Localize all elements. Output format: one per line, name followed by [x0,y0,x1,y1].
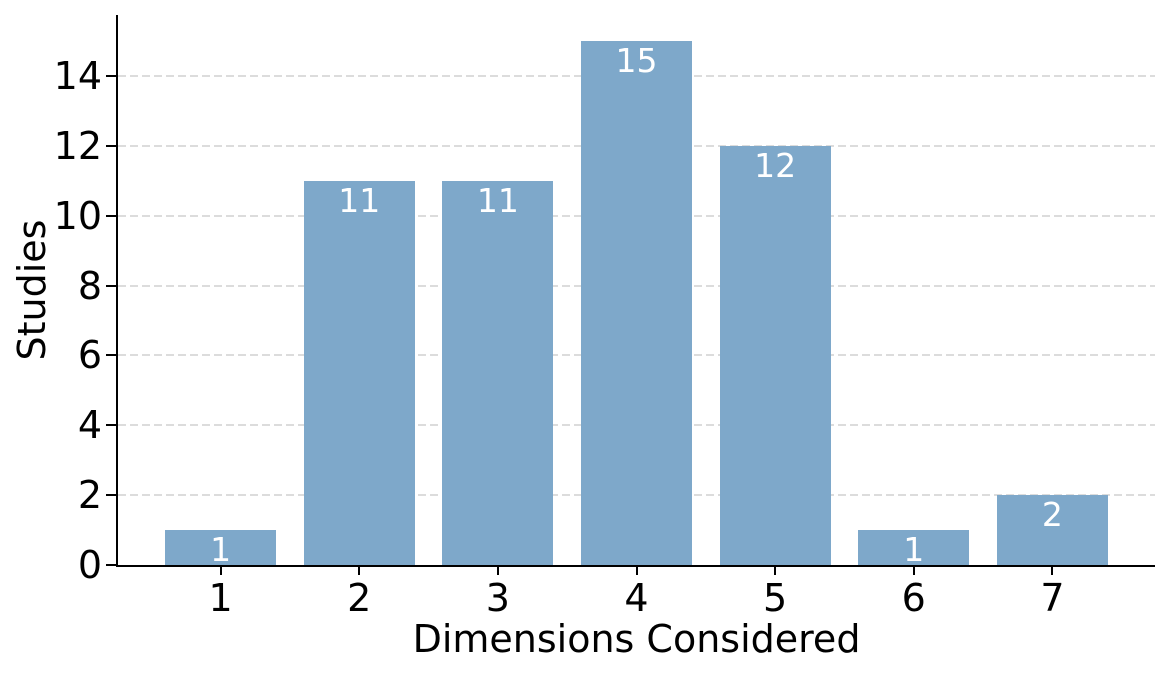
bar: 1 [165,530,277,570]
x-tick-label: 3 [485,576,510,620]
y-axis-spine [116,15,118,567]
x-tick-mark [774,565,777,575]
bar: 1 [858,530,970,570]
y-tick-label: 4 [77,403,102,448]
bar-value-label: 12 [754,145,797,185]
plot-area: 0 2 4 6 8 10 12 14 1 1 11 2 11 3 15 4 12 5 1 6 2 7 [54,15,1155,617]
y-tick-label: 0 [77,543,102,587]
x-tick-label: 6 [901,576,926,620]
y-tick-label: 14 [53,54,102,99]
x-tick-label: 5 [763,576,788,620]
bar-value-label: 11 [338,180,381,220]
y-tick-label: 12 [53,123,102,168]
x-tick-mark [496,565,499,575]
x-tick-mark [635,565,638,575]
bar-value-label: 1 [903,530,925,570]
y-tick-mark [106,284,116,287]
x-tick-label: 1 [208,576,233,620]
x-tick-mark [219,565,222,575]
y-tick-label: 10 [53,193,102,238]
bar: 15 [581,41,692,565]
bar-value-label: 11 [476,180,519,220]
y-tick-label: 8 [77,263,102,308]
x-tick-mark [1051,565,1054,575]
y-tick-mark [106,494,116,497]
bar: 11 [303,180,415,565]
bar-value-label: 15 [615,41,658,81]
y-tick-label: 6 [77,333,102,378]
bar: 2 [996,495,1108,565]
x-tick-label: 2 [347,576,372,620]
y-tick-mark [106,214,116,217]
x-axis-label: Dimensions Considered [412,617,861,661]
x-tick-mark [358,565,361,575]
x-tick-mark [912,565,915,575]
y-axis-label: Studies [10,219,54,361]
bar: 12 [719,145,831,565]
x-tick-label: 7 [1040,576,1065,620]
y-tick-mark [106,75,116,78]
y-tick-mark [106,144,116,147]
y-tick-mark [106,424,116,427]
y-tick-mark [106,564,116,566]
y-tick-mark [106,354,116,357]
y-tick-label: 2 [77,473,102,518]
x-tick-label: 4 [624,576,649,620]
bar-value-label: 2 [1041,495,1063,535]
bar-value-label: 1 [210,530,232,570]
bar: 11 [442,180,554,565]
